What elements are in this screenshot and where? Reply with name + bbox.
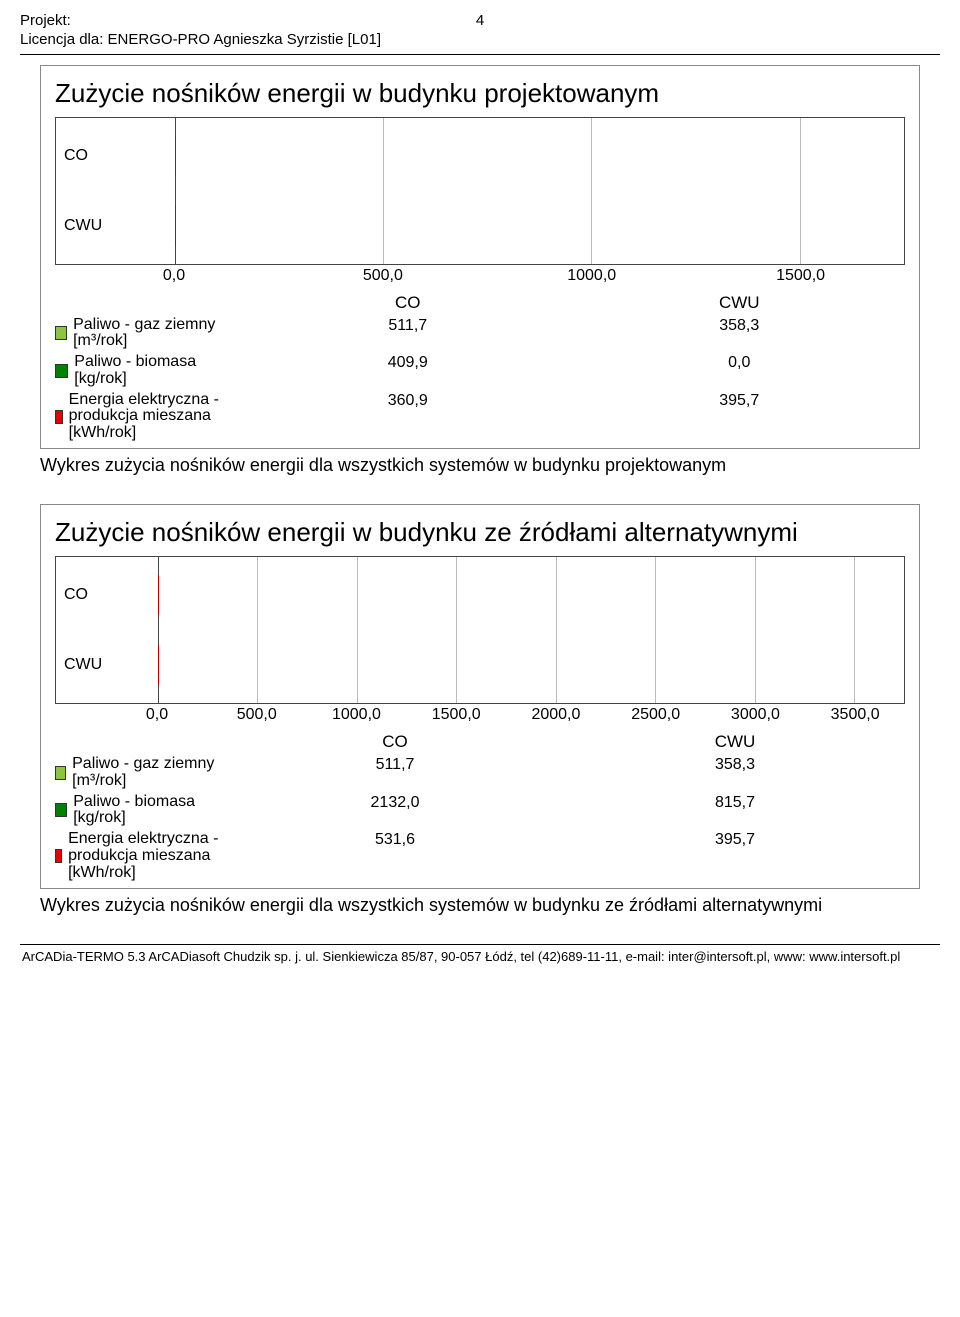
chart-axis-label: 3500,0 — [831, 706, 880, 724]
chart-category-label: CO — [64, 147, 88, 165]
chart-axis-label: 2500,0 — [631, 706, 680, 724]
chart1-caption: Wykres zużycia nośników energii dla wszy… — [40, 455, 920, 476]
chart1-plot: CO CWU — [55, 117, 905, 265]
chart-axis-label: 0,0 — [146, 706, 168, 724]
chart2-plot: CO CWU — [55, 556, 905, 704]
legend-swatch — [55, 766, 66, 780]
chart-axis-label: 1500,0 — [432, 706, 481, 724]
legend-value-cwu: 0,0 — [574, 354, 906, 388]
chart2-title: Zużycie nośników energii w budynku ze źr… — [55, 517, 905, 548]
chart-gridline — [556, 557, 557, 703]
legend-value-co: 2132,0 — [225, 794, 565, 828]
chart1-axis: 0,0 500,0 1000,0 1500,0 — [55, 265, 905, 287]
chart-bar-segment — [175, 206, 176, 246]
legend-value-co: 409,9 — [242, 354, 574, 388]
legend-row-label: Paliwo - biomasa [kg/rok] — [55, 354, 242, 388]
chart-axis-label: 1000,0 — [567, 267, 616, 285]
legend-swatch — [55, 849, 62, 863]
legend-value-co: 360,9 — [242, 392, 574, 442]
chart2-frame: Zużycie nośników energii w budynku ze źr… — [40, 504, 920, 889]
chart-category-label: CO — [64, 586, 88, 604]
chart-category-label: CWU — [64, 217, 102, 235]
legend-value-cwu: 395,7 — [565, 831, 905, 881]
legend-row-label: Energia elektryczna - produkcja mieszana… — [55, 392, 242, 442]
legend-value-co: 511,7 — [242, 317, 574, 351]
chart-gridline — [655, 557, 656, 703]
chart-category-label: CWU — [64, 656, 102, 674]
chart-gridline — [755, 557, 756, 703]
chart-axis-label: 1500,0 — [776, 267, 825, 285]
legend-value-cwu: 815,7 — [565, 794, 905, 828]
chart2-legend: COCWU Paliwo - gaz ziemny [m³/rok]511,735… — [55, 732, 905, 882]
legend-value-co: 511,7 — [225, 756, 565, 790]
chart-axis-label: 0,0 — [163, 267, 185, 285]
chart1-legend: COCWU Paliwo - gaz ziemny [m³/rok]511,735… — [55, 293, 905, 443]
chart2-caption: Wykres zużycia nośników energii dla wszy… — [40, 895, 920, 916]
chart-axis-label: 500,0 — [363, 267, 403, 285]
footer-text: ArCADia-TERMO 5.3 ArCADiasoft Chudzik sp… — [20, 949, 940, 970]
chart-bar-segment — [158, 575, 159, 615]
legend-swatch — [55, 410, 63, 424]
legend-swatch — [55, 326, 67, 340]
chart2-axis: 0,0 500,0 1000,0 1500,0 2000,0 2500,0 3000,0 35… — [55, 704, 905, 726]
chart-gridline — [357, 557, 358, 703]
legend-column-header: CWU — [565, 732, 905, 752]
chart-bar-segment — [158, 645, 159, 685]
legend-value-co: 531,6 — [225, 831, 565, 881]
chart-gridline — [257, 557, 258, 703]
chart-gridline — [854, 557, 855, 703]
chart1-title: Zużycie nośników energii w budynku proje… — [55, 78, 905, 109]
legend-row-label: Paliwo - gaz ziemny [m³/rok] — [55, 317, 242, 351]
legend-value-cwu: 395,7 — [574, 392, 906, 442]
header-license: Licencja dla: ENERGO-PRO Agnieszka Syrzi… — [20, 31, 940, 50]
legend-value-cwu: 358,3 — [574, 317, 906, 351]
chart-bar-segment — [175, 136, 176, 176]
page-number: 4 — [476, 12, 484, 31]
chart-axis-label: 3000,0 — [731, 706, 780, 724]
page-header: Projekt: Licencja dla: ENERGO-PRO Agnies… — [20, 12, 940, 50]
legend-swatch — [55, 803, 67, 817]
header-rule — [20, 54, 940, 55]
chart-gridline — [800, 118, 801, 264]
legend-row-label: Energia elektryczna - produkcja mieszana… — [55, 831, 225, 881]
chart-axis-label: 500,0 — [237, 706, 277, 724]
chart1-frame: Zużycie nośników energii w budynku proje… — [40, 65, 920, 450]
legend-column-header: CO — [242, 293, 574, 313]
legend-swatch — [55, 364, 68, 378]
legend-row-label: Paliwo - gaz ziemny [m³/rok] — [55, 756, 225, 790]
chart-axis-label: 1000,0 — [332, 706, 381, 724]
legend-column-header: CO — [225, 732, 565, 752]
chart-axis-label: 2000,0 — [531, 706, 580, 724]
chart-gridline — [456, 557, 457, 703]
chart-gridline — [383, 118, 384, 264]
legend-row-label: Paliwo - biomasa [kg/rok] — [55, 794, 225, 828]
chart-gridline — [591, 118, 592, 264]
legend-column-header: CWU — [574, 293, 906, 313]
legend-value-cwu: 358,3 — [565, 756, 905, 790]
footer-rule — [20, 944, 940, 945]
